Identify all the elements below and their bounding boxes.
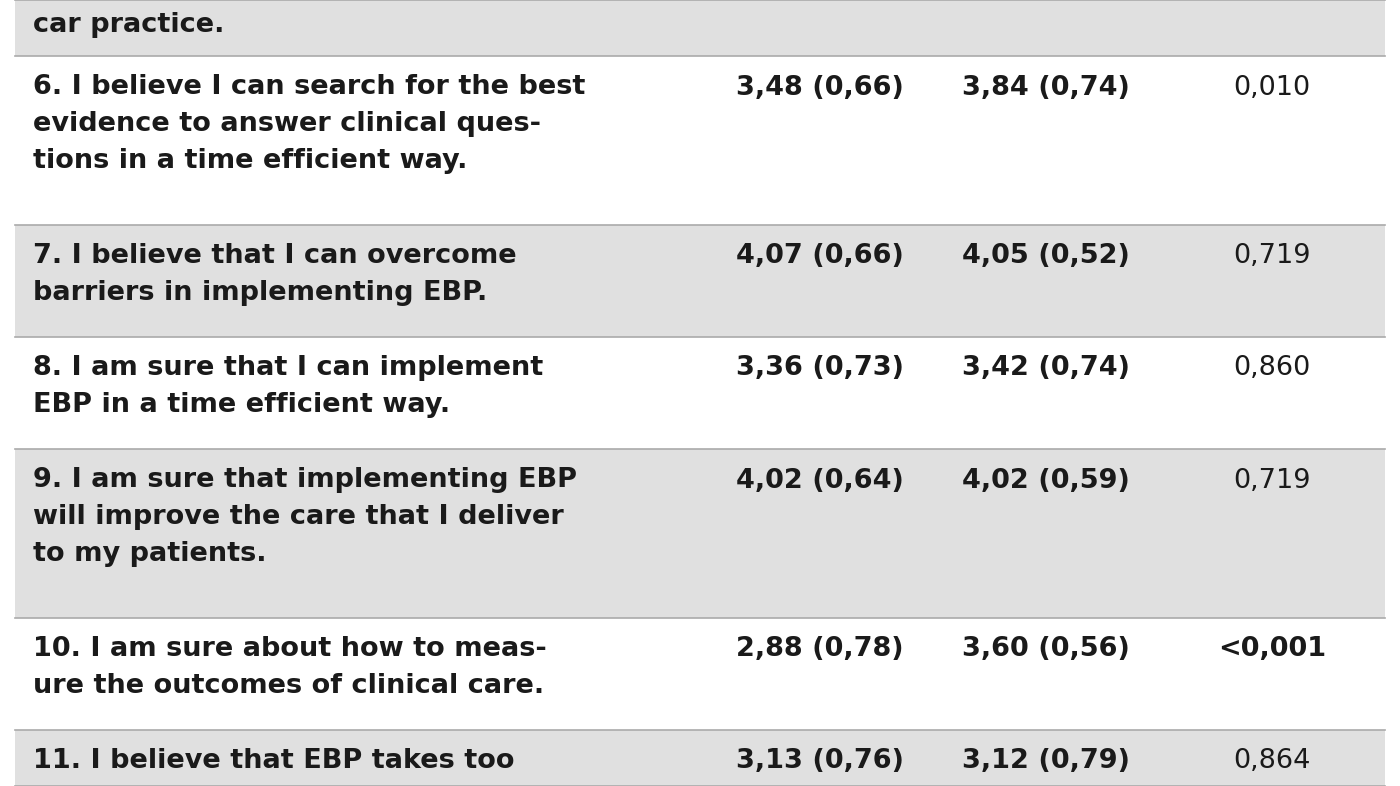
Text: car practice.: car practice. <box>34 12 224 39</box>
Text: 8. I am sure that I can implement
EBP in a time efficient way.: 8. I am sure that I can implement EBP in… <box>34 354 543 418</box>
Text: 3,42 (0,74): 3,42 (0,74) <box>962 355 1130 381</box>
Text: 3,48 (0,66): 3,48 (0,66) <box>736 75 904 101</box>
Bar <box>15 56 1385 225</box>
Bar <box>15 618 1385 730</box>
Text: 0,864: 0,864 <box>1233 748 1310 774</box>
Bar <box>15 337 1385 449</box>
Text: 3,36 (0,73): 3,36 (0,73) <box>736 355 904 381</box>
Text: 9. I am sure that implementing EBP
will improve the care that I deliver
to my pa: 9. I am sure that implementing EBP will … <box>34 467 577 567</box>
Text: 3,84 (0,74): 3,84 (0,74) <box>962 75 1130 101</box>
Text: 10. I am sure about how to meas-
ure the outcomes of clinical care.: 10. I am sure about how to meas- ure the… <box>34 636 547 699</box>
Text: 3,60 (0,56): 3,60 (0,56) <box>962 636 1130 662</box>
Text: 0,719: 0,719 <box>1233 468 1310 494</box>
Bar <box>15 449 1385 618</box>
Bar <box>15 730 1385 786</box>
Text: 0,719: 0,719 <box>1233 243 1310 269</box>
Text: 3,13 (0,76): 3,13 (0,76) <box>736 748 904 774</box>
Text: 4,02 (0,59): 4,02 (0,59) <box>962 468 1130 494</box>
Bar <box>15 225 1385 337</box>
Text: 11. I believe that EBP takes too: 11. I believe that EBP takes too <box>34 747 515 774</box>
Text: 6. I believe I can search for the best
evidence to answer clinical ques-
tions i: 6. I believe I can search for the best e… <box>34 74 585 174</box>
Text: 7. I believe that I can overcome
barriers in implementing EBP.: 7. I believe that I can overcome barrier… <box>34 243 517 306</box>
Text: <0,001: <0,001 <box>1218 636 1326 662</box>
Text: 2,88 (0,78): 2,88 (0,78) <box>736 636 903 662</box>
Text: 0,860: 0,860 <box>1233 355 1310 381</box>
Bar <box>15 0 1385 56</box>
Text: 0,010: 0,010 <box>1233 75 1310 101</box>
Text: 4,05 (0,52): 4,05 (0,52) <box>962 243 1130 269</box>
Text: 4,07 (0,66): 4,07 (0,66) <box>736 243 904 269</box>
Text: 3,12 (0,79): 3,12 (0,79) <box>962 748 1130 774</box>
Text: 4,02 (0,64): 4,02 (0,64) <box>736 468 904 494</box>
